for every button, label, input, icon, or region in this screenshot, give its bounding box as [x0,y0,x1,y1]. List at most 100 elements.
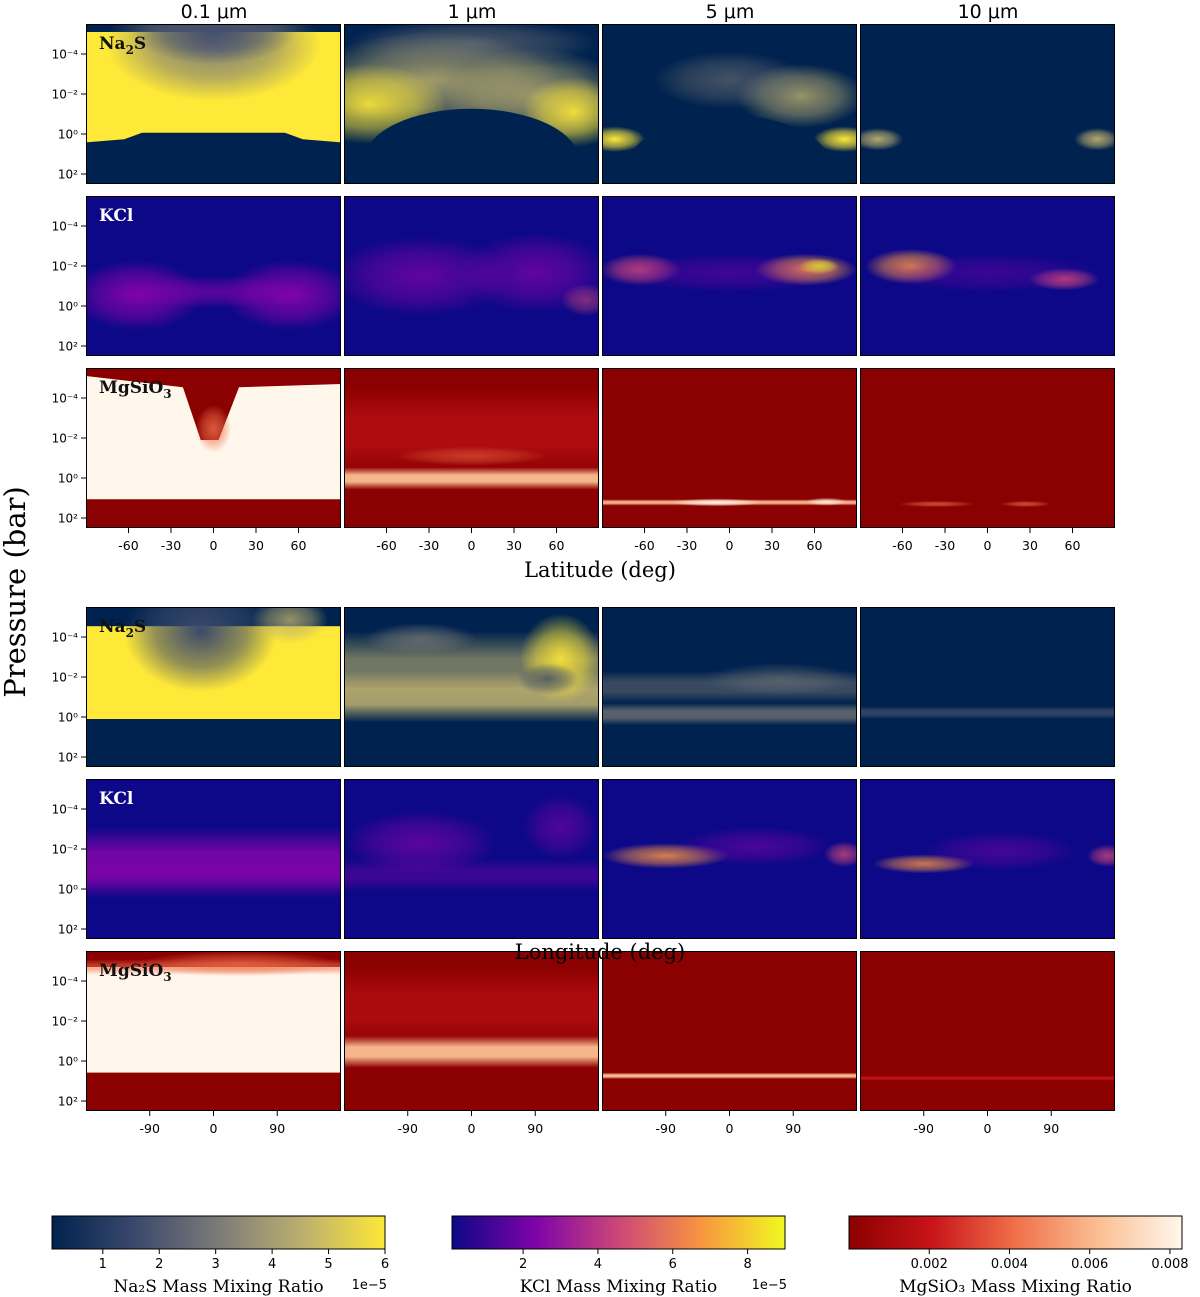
species-label-Na2S: Na2S [99,34,146,57]
heatmap-latitude-MgSiO3-4 [860,368,1115,528]
x-tick-label: 30 [1022,538,1038,553]
cloud-feature [670,498,763,507]
heatmap-latitude-KCl-3 [602,196,857,356]
x-tick-label: 90 [1043,1121,1059,1136]
colorbar-gradient [848,1215,1183,1250]
heatmap-longitude-MgSiO3-1: MgSiO3 [86,951,341,1111]
colorbars: 1 2 3 4 5 6 Na₂S Mass Mixing Ratio 1e−5 2 4 6 8 KCl … [51,1215,1189,1297]
heatmap-background [860,607,1115,767]
y-tick-label: 10⁻⁴ [52,631,79,645]
heatmap-longitude-KCl-3 [602,779,857,939]
y-tick-label: 10⁰ [58,711,78,725]
heatmap-latitude-MgSiO3-2 [344,368,599,528]
colorbar-tick-label: 3 [212,1257,220,1272]
species-label-subscript: 2 [126,626,134,640]
colorbar-tick-label: 8 [743,1257,751,1272]
cloud-deck [86,967,341,1073]
colorbar-KCl: 2 4 6 8 KCl Mass Mixing Ratio 1e−5 [451,1215,787,1297]
x-tick-label: -60 [634,538,654,553]
species-label-KCl: KCl [99,206,134,226]
y-tick-label: 10² [58,923,78,937]
heatmap-latitude-KCl-1: KCl [86,196,341,356]
species-label-main: MgSiO [99,961,163,981]
y-tick-label: 10⁻² [52,432,79,446]
cloud-feature [517,663,579,695]
x-tick-label: 30 [506,538,522,553]
x-tick-label: -60 [376,538,396,553]
x-axis-label-longitude: Longitude (deg) [515,940,685,964]
panel-frame [344,368,599,528]
species-label-main: KCl [99,789,134,809]
y-tick-label: 10⁰ [58,883,78,897]
y-tick-label: 10⁻⁴ [52,220,79,234]
colorbar-tick-label: 0.004 [991,1257,1028,1272]
cloud-feature [923,831,1077,871]
cloud-feature [124,607,278,692]
cloud-feature [395,446,548,466]
y-tick-label: 10² [58,340,78,354]
cloud-feature [704,663,857,695]
cloud-feature [602,126,646,152]
cloud-feature [860,128,904,151]
cloud-feature [823,841,857,867]
y-tick-label: 10² [58,751,78,765]
cloud-feature [251,607,329,644]
x-tick-label: 30 [248,538,264,553]
panel-frame [602,196,857,356]
cloud-feature [364,623,477,655]
heatmap-background [860,951,1115,1111]
x-tick-label: 90 [269,1121,285,1136]
cloud-layer [860,1075,1115,1081]
panel-frame [86,368,341,528]
heatmap-background [860,368,1115,528]
col-title-1: 0.1 μm [181,1,248,23]
heatmap-latitude-MgSiO3-3 [602,368,857,528]
col-title-3: 5 μm [706,1,755,23]
heatmap-background [602,951,857,1111]
y-tick-label: 10² [58,512,78,526]
panel-frame [602,607,857,767]
x-tick-label: -30 [677,538,697,553]
x-tick-label: 0 [726,538,734,553]
clear-region [86,719,341,767]
x-tick-label: 0 [984,538,992,553]
x-axis-label-latitude: Latitude (deg) [524,558,676,582]
cloud-layer [344,967,599,1047]
heatmap-longitude-KCl-1: KCl [86,779,341,939]
panel-frame [860,24,1115,184]
panel-frame [86,951,341,1111]
cloud-feature [898,500,975,508]
colorbar-tick-label: 1 [99,1257,107,1272]
heatmap-latitude-KCl-4 [860,196,1115,356]
colorbar-offset-label: 1e−5 [752,1278,787,1293]
y-tick-label: 10⁻² [52,260,79,274]
species-label-main: KCl [99,206,134,226]
x-tick-label: 0 [468,1121,476,1136]
colorbar-tick-label: 2 [519,1257,527,1272]
panel-frame [344,607,599,767]
y-tick-label: 10⁻² [52,843,79,857]
col-title-4: 10 μm [958,1,1019,23]
cloud-feature [1000,500,1052,508]
colorbar-tick-label: 0.008 [1151,1257,1188,1272]
panel-frame [860,368,1115,528]
x-tick-label: -60 [118,538,138,553]
panel-frame [602,24,857,184]
species-label-subscript: 3 [163,387,171,401]
heatmap-longitude-Na2S-2 [344,607,599,767]
column-titles: 0.1 μm 1 μm 5 μm 10 μm [181,1,1019,23]
heatmap-longitude-MgSiO3-3 [602,951,857,1111]
panel-frame [344,951,599,1111]
species-label-main: Na [99,617,126,637]
y-axis-label: Pressure (bar) [0,486,32,698]
x-tick-label: -30 [419,538,439,553]
species-label-KCl: KCl [99,789,134,809]
cloud-layer [344,467,599,490]
colorbar-gradient [451,1215,786,1250]
species-label-subscript: 3 [163,970,171,984]
heatmap-background [860,24,1115,184]
x-tick-label: 30 [764,538,780,553]
colorbar-tick-label: 6 [381,1257,389,1272]
species-label-tail: S [134,34,146,54]
